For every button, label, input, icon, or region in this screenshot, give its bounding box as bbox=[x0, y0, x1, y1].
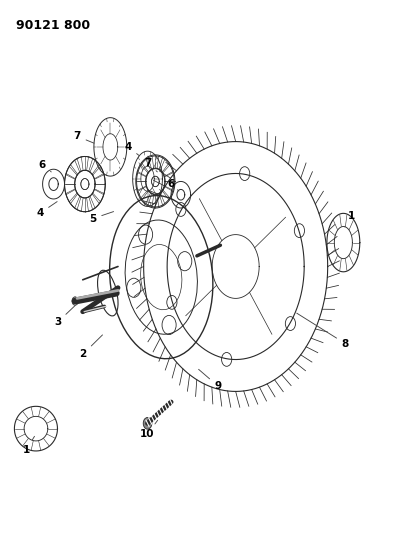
Text: 1: 1 bbox=[345, 211, 355, 227]
Text: 8: 8 bbox=[297, 313, 349, 349]
Text: 10: 10 bbox=[140, 420, 158, 439]
Text: 6: 6 bbox=[38, 160, 51, 172]
Text: 4: 4 bbox=[36, 201, 57, 219]
Text: 2: 2 bbox=[79, 335, 103, 359]
Text: 3: 3 bbox=[54, 305, 75, 327]
Text: 1: 1 bbox=[22, 437, 35, 455]
Text: 7: 7 bbox=[73, 131, 94, 143]
Text: 5: 5 bbox=[89, 212, 114, 224]
Circle shape bbox=[143, 417, 152, 429]
Text: 90121 800: 90121 800 bbox=[17, 19, 90, 33]
Text: 4: 4 bbox=[124, 142, 140, 156]
Text: 6: 6 bbox=[167, 179, 179, 191]
Circle shape bbox=[72, 297, 78, 305]
Text: 9: 9 bbox=[198, 369, 222, 391]
Text: 7: 7 bbox=[144, 158, 157, 172]
